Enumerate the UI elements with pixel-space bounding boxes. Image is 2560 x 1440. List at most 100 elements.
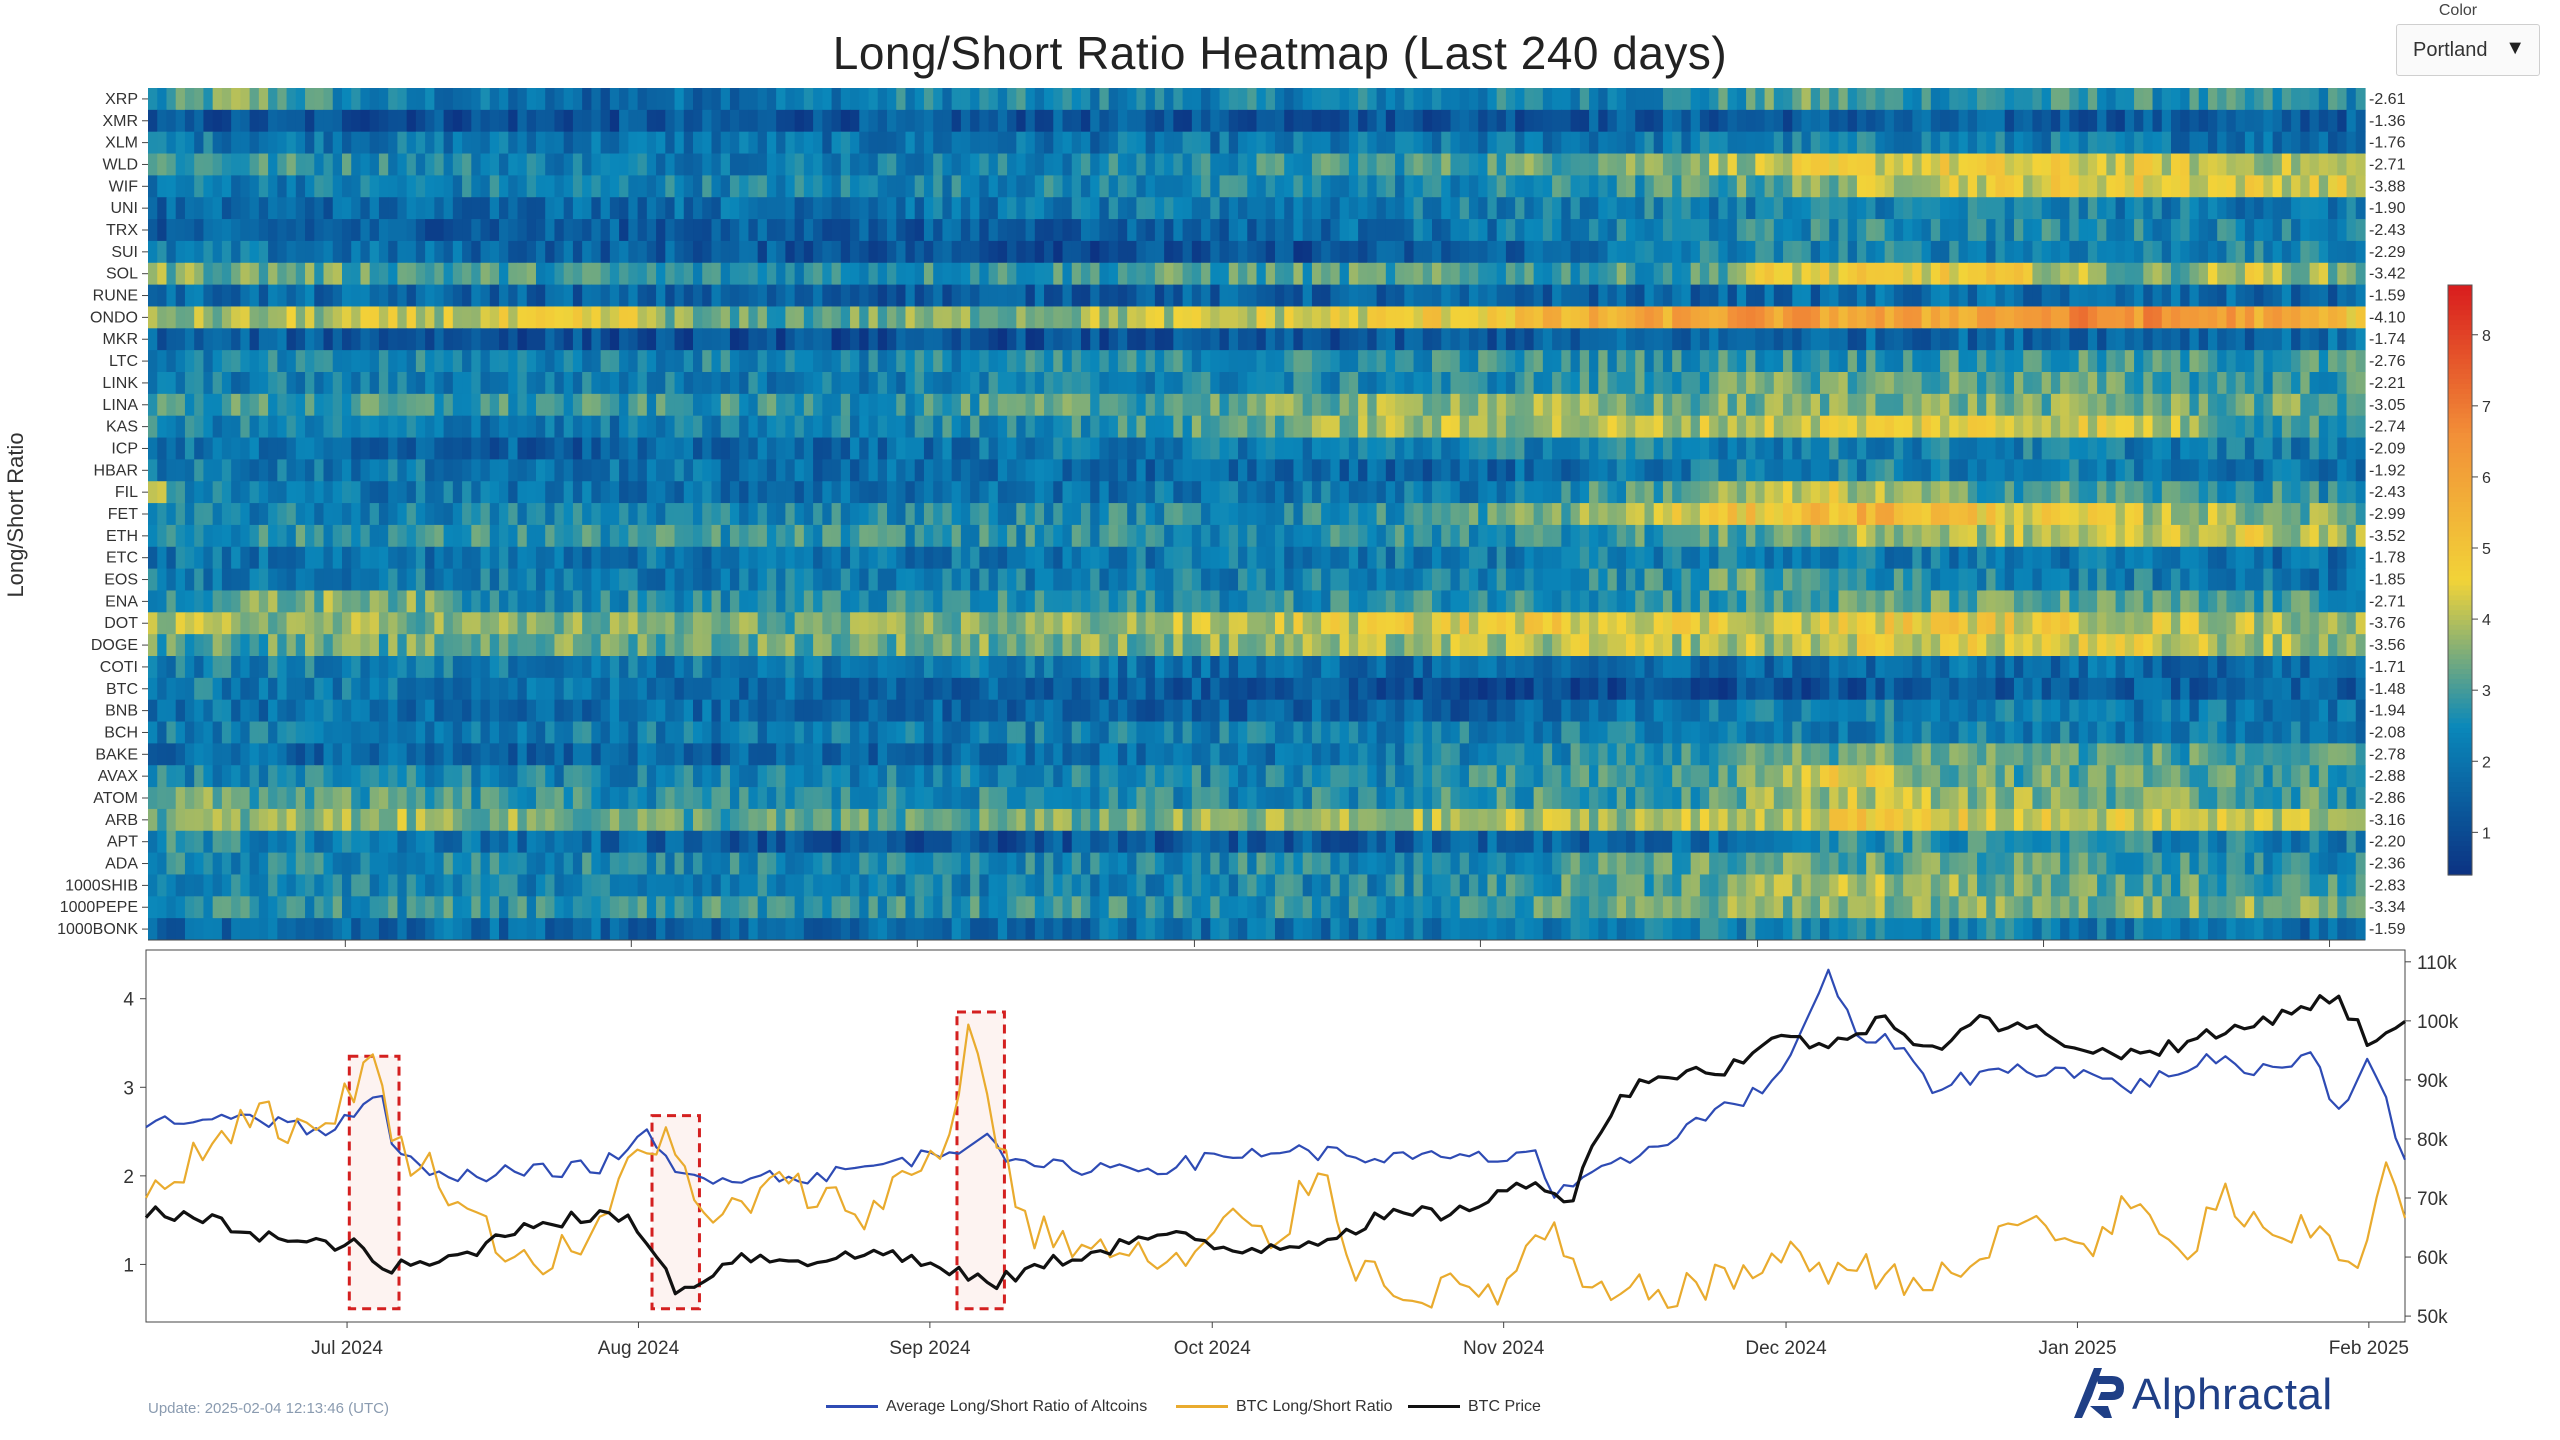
- heatmap-cell: [517, 109, 528, 133]
- heatmap-cell: [1875, 503, 1886, 526]
- heatmap-cell: [1395, 262, 1405, 286]
- heatmap-cell: [1136, 240, 1147, 264]
- heatmap-cell: [2189, 88, 2200, 111]
- heatmap-cell: [1044, 524, 1054, 548]
- heatmap-row-xmr: [148, 109, 2366, 133]
- heatmap-cell: [1302, 459, 1313, 482]
- heatmap-cell: [1866, 262, 1877, 286]
- heatmap-cell: [877, 175, 888, 198]
- heatmap-cell: [175, 262, 186, 286]
- heatmap-cell: [2041, 109, 2052, 133]
- heatmap-cell: [378, 262, 389, 286]
- heatmap-cell: [1764, 88, 1775, 111]
- heatmap-cell: [2180, 459, 2191, 482]
- heatmap-cell: [997, 328, 1008, 351]
- heatmap-cell: [1792, 109, 1803, 133]
- heatmap-cell: [683, 197, 694, 220]
- heatmap-cell: [905, 175, 916, 198]
- heatmap-cell: [295, 197, 306, 220]
- heatmap-cell: [1616, 240, 1627, 264]
- heatmap-cell: [1441, 459, 1452, 482]
- heatmap-cell: [877, 284, 888, 307]
- heatmap-cell: [1284, 240, 1295, 264]
- heatmap-cell: [1598, 197, 1609, 220]
- heatmap-cell: [2337, 240, 2348, 264]
- heatmap-cell: [1376, 503, 1387, 526]
- heatmap-cell: [1662, 372, 1673, 395]
- heatmap-cell: [794, 328, 805, 351]
- heatmap-cell: [1829, 393, 1840, 417]
- heatmap-cell: [979, 175, 990, 198]
- heatmap-cell: [2291, 88, 2301, 111]
- heatmap-cell: [1404, 262, 1415, 286]
- heatmap-cell: [499, 197, 509, 220]
- heatmap-cell: [1662, 328, 1673, 351]
- heatmap-cell: [1875, 350, 1886, 373]
- heatmap-cell: [231, 328, 241, 351]
- heatmap-cell: [1644, 459, 1655, 482]
- heatmap-cell: [2346, 328, 2357, 351]
- heatmap-cell: [2198, 153, 2209, 176]
- heatmap-cell: [1893, 415, 1904, 438]
- heatmap-cell: [554, 372, 565, 395]
- heatmap-cell: [988, 503, 999, 526]
- heatmap-cell: [1819, 262, 1830, 286]
- heatmap-cell: [609, 372, 620, 395]
- heatmap-cell: [1746, 393, 1756, 417]
- heatmap-cell: [1810, 503, 1821, 526]
- heatmap-cell: [1736, 88, 1747, 111]
- heatmap-cell: [1127, 459, 1138, 482]
- heatmap-cell: [2161, 284, 2172, 307]
- heatmap-cell: [1468, 284, 1479, 307]
- heatmap-cell: [2023, 175, 2034, 198]
- heatmap-cell: [1413, 284, 1424, 307]
- heatmap-cell: [1893, 240, 1904, 264]
- heatmap-cell: [702, 372, 713, 395]
- heatmap-cell: [600, 415, 611, 438]
- heatmap-cell: [970, 219, 980, 242]
- heatmap-cell: [323, 524, 334, 548]
- heatmap-cell: [951, 372, 962, 395]
- heatmap-cell: [1025, 262, 1036, 286]
- heatmap-cell: [1644, 503, 1655, 526]
- heatmap-cell: [619, 131, 629, 154]
- heatmap-cell: [923, 197, 934, 220]
- heatmap-cell: [711, 328, 722, 351]
- heatmap-cell: [609, 350, 620, 373]
- heatmap-cell: [831, 503, 842, 526]
- heatmap-cell: [988, 175, 999, 198]
- colorscale-dropdown[interactable]: Portland ▼: [2396, 24, 2540, 76]
- heatmap-cell: [646, 88, 657, 111]
- heatmap-cell: [1912, 109, 1923, 133]
- heatmap-cell: [1949, 109, 1960, 133]
- heatmap-cell: [2189, 306, 2200, 329]
- heatmap-cell: [1284, 503, 1295, 526]
- heatmap-cell: [1127, 219, 1138, 242]
- heatmap-cell: [1210, 306, 1221, 329]
- heatmap-cell: [1164, 306, 1174, 329]
- heatmap-cell: [942, 88, 953, 111]
- heatmap-cell: [1579, 328, 1590, 351]
- heatmap-cell: [896, 350, 907, 373]
- heatmap-cell: [914, 437, 925, 460]
- heatmap-cell: [1681, 219, 1692, 242]
- heatmap-cell: [221, 481, 232, 504]
- heatmap-cell: [1977, 328, 1987, 351]
- heatmap-cell: [933, 240, 944, 264]
- heatmap-cell: [480, 503, 491, 526]
- heatmap-cell: [425, 284, 435, 307]
- heatmap-cell: [443, 240, 454, 264]
- heatmap-cell: [859, 240, 870, 264]
- heatmap-cell: [1958, 284, 1969, 307]
- heatmap-cell: [1810, 459, 1821, 482]
- heatmap-cell: [2143, 437, 2154, 460]
- heatmap-cell: [2097, 88, 2107, 111]
- heatmap-cell: [2309, 481, 2320, 504]
- heatmap-cell: [175, 524, 186, 548]
- heatmap-cell: [2143, 306, 2154, 329]
- heatmap-cell: [1893, 197, 1904, 220]
- heatmap-cell: [1339, 372, 1350, 395]
- heatmap-cell: [1792, 372, 1803, 395]
- heatmap-cell: [1025, 219, 1036, 242]
- heatmap-cell: [2023, 153, 2034, 176]
